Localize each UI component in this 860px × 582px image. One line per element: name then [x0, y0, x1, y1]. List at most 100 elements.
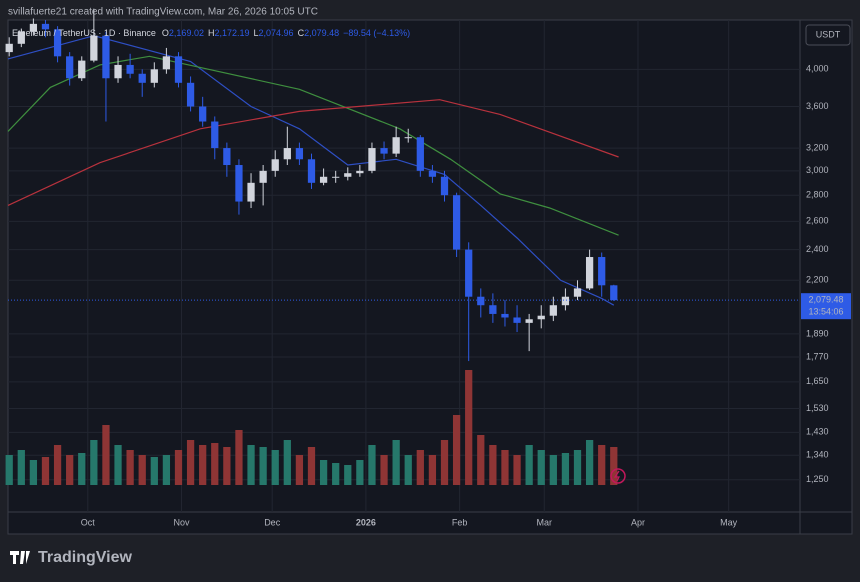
volume-bar: [573, 450, 582, 485]
y-tick-label: 1,770: [806, 351, 829, 361]
y-tick-label: 2,800: [806, 190, 829, 200]
ohlc-key: H: [208, 28, 215, 38]
candle-body: [392, 137, 400, 154]
brand-logo: [10, 551, 30, 564]
volume-bar: [235, 430, 243, 485]
ohlc-key: O: [162, 28, 169, 38]
y-tick-label: 4,000: [806, 64, 829, 74]
candle-body: [295, 148, 304, 160]
moving-average: [7, 35, 615, 306]
candle-body: [501, 313, 509, 318]
x-tick-label: Mar: [537, 517, 553, 527]
candle-body: [271, 159, 279, 171]
y-tick-label: 2,400: [806, 244, 829, 254]
candle-body: [452, 195, 461, 250]
candle-body: [428, 170, 437, 177]
candle-body: [525, 319, 533, 323]
moving-average: [7, 55, 619, 236]
volume-bar: [319, 460, 328, 485]
volume-bar: [211, 443, 219, 485]
x-tick-label: 2026: [356, 517, 376, 527]
volume-bar: [223, 447, 231, 485]
brand: TradingView: [38, 549, 133, 566]
volume-bar: [440, 440, 449, 485]
x-tick-label: Dec: [264, 517, 281, 527]
ohlc-value: 2,079.48: [304, 28, 339, 38]
candle-body: [41, 23, 50, 30]
candles: [5, 8, 800, 362]
grid: [8, 20, 800, 512]
ohlc-value: 2,172.19: [214, 28, 249, 38]
y-tick-label: 2,600: [806, 216, 829, 226]
candle-body: [416, 137, 424, 171]
candle-body: [17, 31, 25, 44]
candle-body: [90, 35, 98, 61]
candle-body: [573, 288, 582, 297]
candle-body: [102, 35, 110, 79]
candle-body: [356, 170, 364, 174]
volume-bar: [477, 435, 485, 485]
candle-body: [561, 296, 570, 306]
volume-bar: [66, 455, 74, 485]
currency: USDT: [816, 29, 841, 39]
countdown: 13:54:06: [808, 307, 843, 317]
candle-body: [247, 182, 255, 202]
candle-body: [211, 121, 219, 149]
volume-bar: [102, 425, 110, 485]
volume-bar: [138, 455, 146, 485]
x-tick-label: Nov: [174, 517, 191, 527]
candle-body: [53, 29, 62, 57]
moving-average: [7, 99, 619, 206]
volume-bar: [416, 450, 424, 485]
x-tick-label: Oct: [81, 517, 96, 527]
candle-body: [477, 296, 485, 306]
x-tick-label: Apr: [631, 517, 645, 527]
volume-bar: [356, 460, 364, 485]
volume-bar: [126, 450, 134, 485]
volume-bar: [29, 460, 38, 485]
candle-body: [150, 69, 158, 83]
volume-bar: [404, 455, 412, 485]
volume-bar: [368, 445, 376, 485]
y-tick-label: 1,530: [806, 403, 829, 413]
candle-body: [283, 148, 291, 160]
candle-body: [259, 170, 267, 183]
ohlc-value: 2,074.96: [259, 28, 294, 38]
candle-body: [186, 82, 195, 107]
y-tick-label: 3,000: [806, 165, 829, 175]
volume-bar: [259, 447, 267, 485]
volume-bar: [247, 445, 255, 485]
volume-bar: [150, 457, 158, 485]
candle-body: [126, 64, 134, 74]
volume-bar: [513, 455, 521, 485]
y-tick-label: 3,600: [806, 101, 829, 111]
candle-body: [440, 176, 449, 196]
volume-bar: [5, 455, 13, 485]
volume-pane: [5, 370, 618, 485]
candle-body: [549, 305, 557, 316]
candle-body: [66, 56, 74, 79]
candle-body: [344, 173, 352, 177]
y-tick-label: 1,340: [806, 450, 829, 460]
volume-bar: [78, 453, 86, 485]
volume-bar: [186, 440, 195, 485]
candle-body: [162, 56, 171, 70]
y-tick-label: 1,250: [806, 474, 829, 484]
volume-bar: [199, 445, 207, 485]
last-price-box: [801, 293, 851, 320]
candle-body: [368, 148, 376, 171]
y-tick-label: 1,430: [806, 427, 829, 437]
ohlc-key: C: [298, 28, 305, 38]
candle-body: [29, 23, 38, 32]
symbol: Ethereum / TetherUS · 1D · Binance: [12, 28, 156, 38]
x-tick-label: Feb: [452, 517, 468, 527]
volume-bar: [307, 447, 316, 485]
event-icon[interactable]: [610, 468, 626, 484]
candle-body: [174, 56, 183, 83]
candle-body: [235, 165, 243, 202]
last-price-label: 2,079.48: [808, 295, 843, 305]
y-tick-label: 2,200: [806, 275, 829, 285]
volume-bar: [162, 455, 171, 485]
volume-bar: [114, 445, 122, 485]
